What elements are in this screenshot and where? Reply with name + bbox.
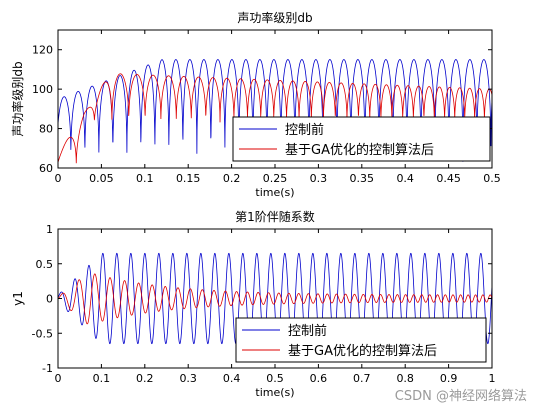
y-tick-label: 0.5 (36, 258, 54, 271)
x-axis-label: time(s) (255, 386, 294, 399)
chart-sound-power: 0 0.05 0.1 0.15 0.2 0.25 0.3 0.35 0.4 0.45 0.5 60 80… (10, 10, 501, 199)
chart-adjoint-coefficient: 0 0.1 0.2 0.3 0.4 0.5 0.6 0.7 0.8 0.9 1 -1 -0.5 0 0.5 1… (11, 209, 496, 399)
x-axis-label: time(s) (255, 186, 294, 199)
chart-title: 声功率级别db (237, 10, 312, 25)
x-tick-label: 0.9 (440, 372, 458, 385)
legend-label: 基于GA优化的控制算法后 (285, 142, 434, 158)
y-tick-label: 80 (39, 123, 53, 136)
x-tick-label: 0.25 (263, 172, 288, 185)
y-tick-label: 100 (32, 83, 53, 96)
y-tick-label: 120 (32, 44, 53, 57)
legend-label: 控制前 (285, 122, 324, 138)
y-tick-label: 1 (46, 223, 53, 236)
x-tick-label: 0.15 (176, 172, 201, 185)
x-tick-label: 0.6 (310, 372, 328, 385)
y-tick-label: -0.5 (32, 327, 53, 340)
y-tick-label: 0 (46, 293, 53, 306)
y-tick-label: -1 (42, 362, 53, 375)
x-tick-label: 0.35 (350, 172, 375, 185)
x-tick-label: 1 (489, 372, 496, 385)
y-tick-label: 60 (39, 162, 53, 175)
y-axis-label: 声功率级别db (10, 61, 25, 136)
x-tick-label: 0.7 (353, 372, 371, 385)
legend-box (232, 116, 491, 162)
x-tick-label: 0.05 (89, 172, 114, 185)
x-tick-label: 0 (55, 372, 62, 385)
series-line-ga-control (58, 273, 492, 325)
x-tick-label: 0.8 (396, 372, 414, 385)
series-line-before-control (58, 59, 492, 162)
x-tick-label: 0.1 (93, 372, 111, 385)
legend-label: 控制前 (288, 323, 327, 339)
y-axis-label: y1 (11, 291, 25, 306)
x-tick-label: 0.2 (136, 372, 154, 385)
series-line-ga-control (58, 73, 492, 164)
watermark: CSDN @神经网络算法 (394, 389, 527, 404)
legend-box (235, 317, 487, 363)
x-tick-label: 0.4 (396, 172, 414, 185)
x-tick-label: 0.1 (136, 172, 154, 185)
x-tick-label: 0.2 (223, 172, 241, 185)
legend-label: 基于GA优化的控制算法后 (288, 343, 437, 359)
x-tick-label: 0.5 (266, 372, 284, 385)
x-tick-label: 0.45 (436, 172, 461, 185)
x-tick-label: 0.3 (179, 372, 197, 385)
x-tick-label: 0.4 (223, 372, 241, 385)
x-tick-label: 0.5 (483, 172, 501, 185)
x-tick-label: 0.3 (310, 172, 328, 185)
chart-title: 第1阶伴随系数 (235, 209, 315, 224)
x-tick-label: 0 (55, 172, 62, 185)
